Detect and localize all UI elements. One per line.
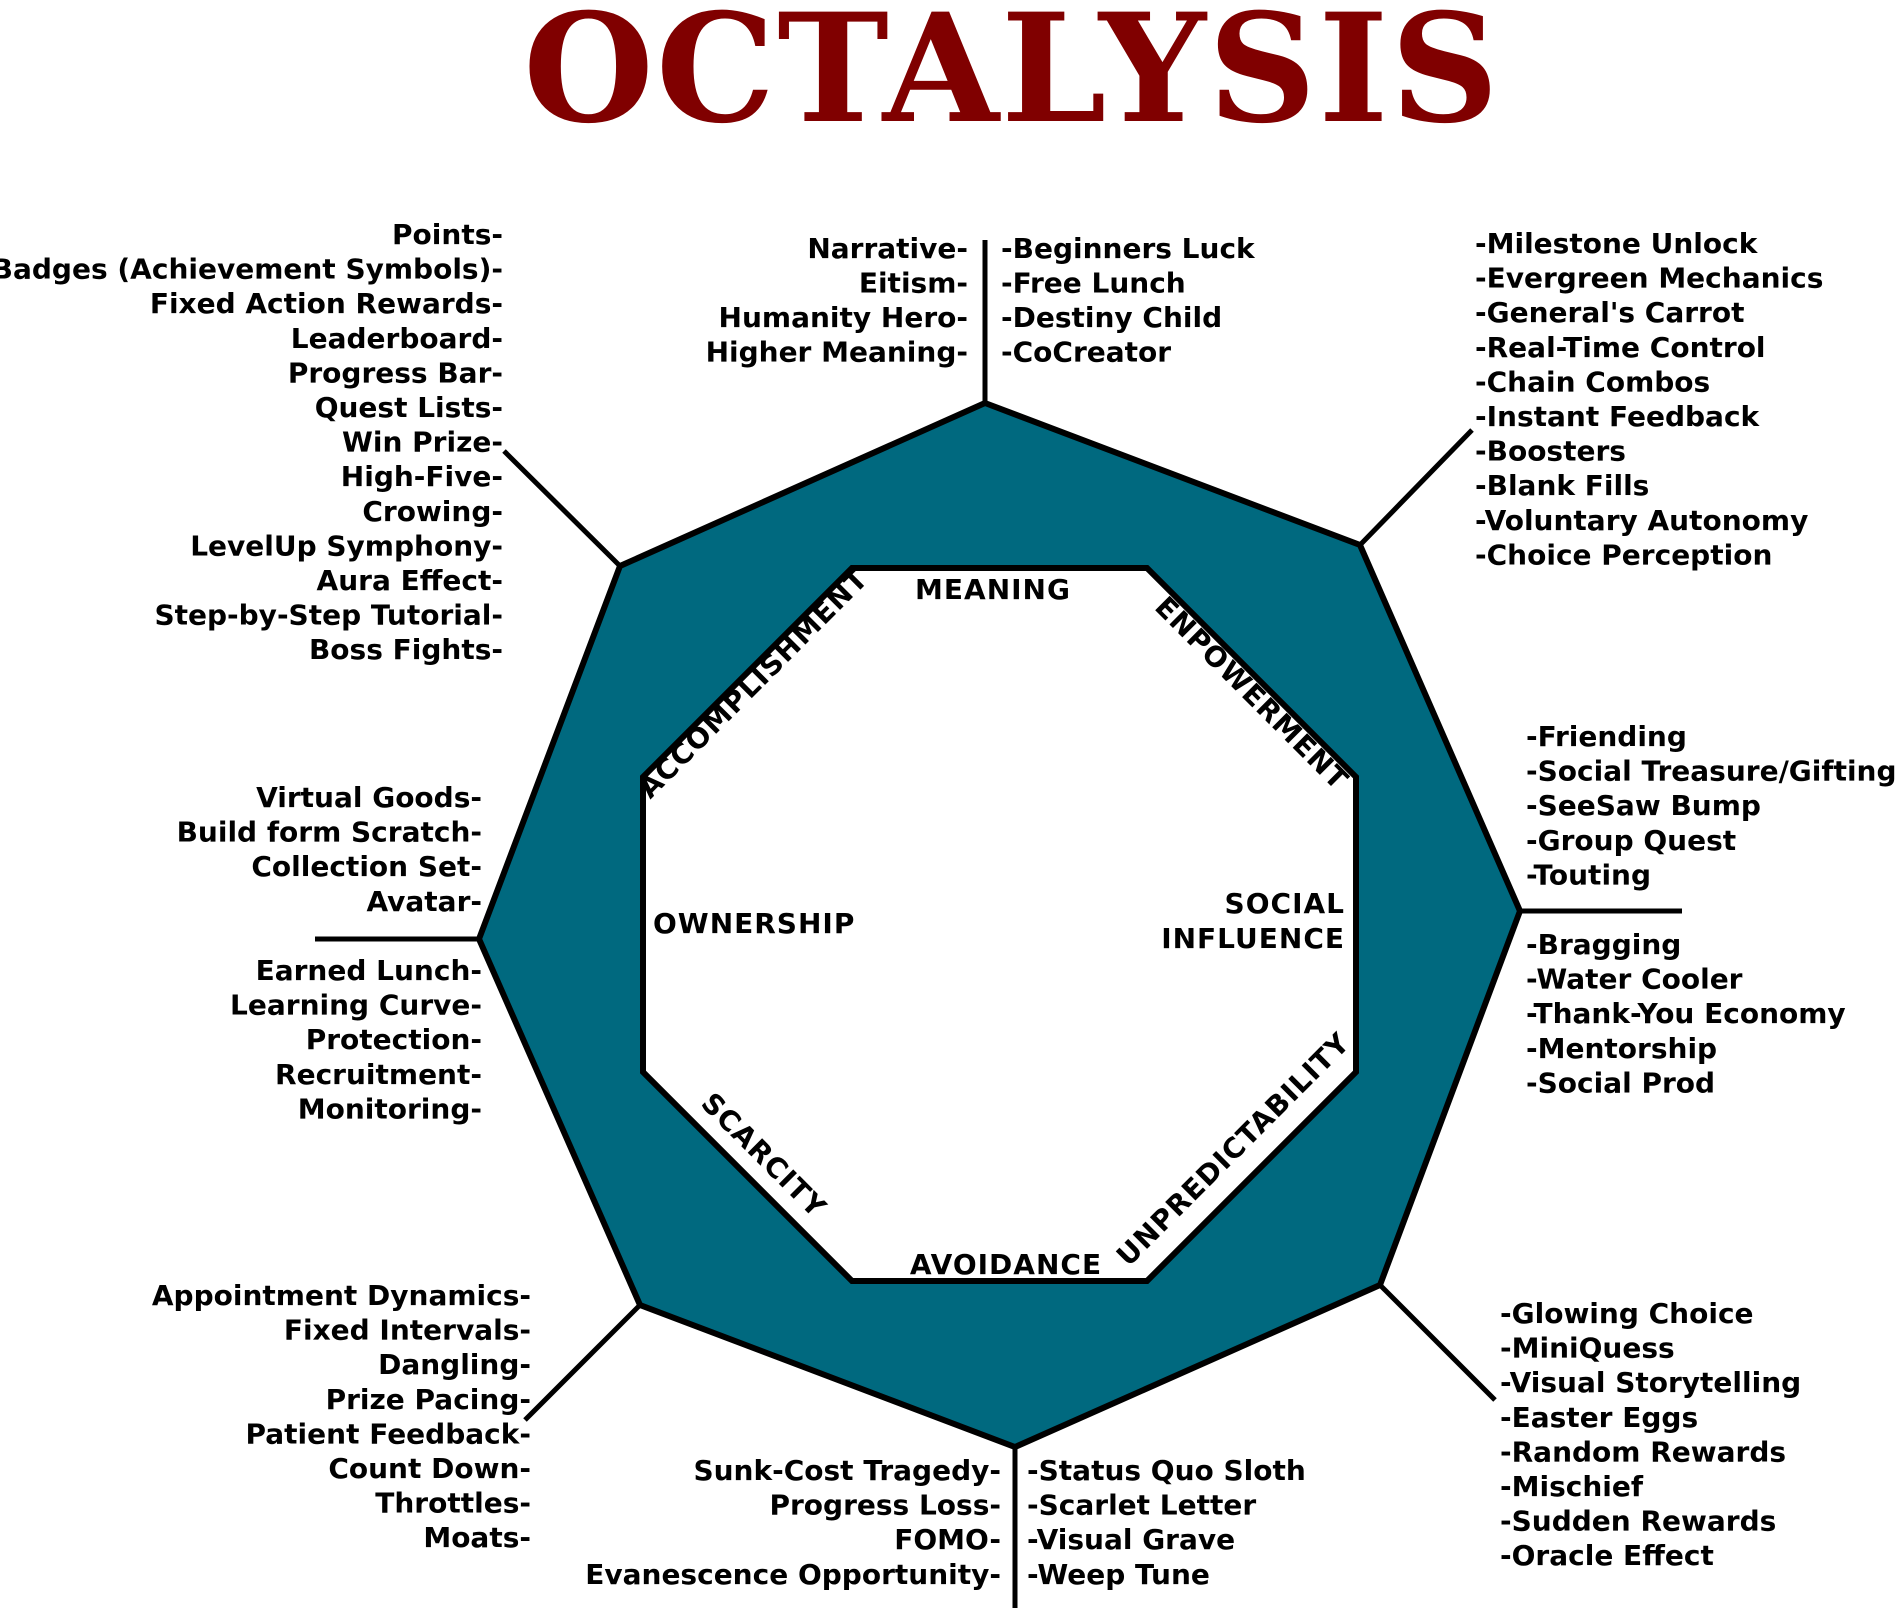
technique-scarcity: Count Down-	[328, 1452, 531, 1485]
technique-scarcity: Patient Feedback-	[246, 1417, 532, 1450]
technique-ownership-top: Collection Set-	[251, 850, 482, 883]
technique-unpredictability: -MiniQuess	[1500, 1332, 1675, 1365]
technique-ownership-top: Virtual Goods-	[256, 781, 482, 814]
technique-unpredictability: -Easter Eggs	[1500, 1401, 1698, 1434]
technique-avoidance-left: Evanescence Opportunity-	[585, 1558, 1001, 1591]
core-drive-social-line2: INFLUENCE	[1161, 922, 1345, 955]
technique-meaning-left: Higher Meaning-	[706, 336, 968, 369]
technique-empowerment: -Real-Time Control	[1475, 331, 1766, 364]
technique-unpredictability: -Random Rewards	[1500, 1435, 1786, 1468]
technique-unpredictability: -Visual Storytelling	[1500, 1366, 1801, 1399]
technique-unpredictability: -Mischief	[1500, 1470, 1644, 1503]
technique-empowerment: -Evergreen Mechanics	[1475, 262, 1823, 295]
technique-empowerment: -Blank Fills	[1475, 469, 1649, 502]
core-drive-social-line1: SOCIAL	[1225, 887, 1345, 920]
technique-accomplishment: Badges (Achievement Symbols)-	[0, 253, 503, 286]
technique-accomplishment: Fixed Action Rewards-	[150, 287, 503, 320]
technique-scarcity: Moats-	[423, 1521, 531, 1554]
technique-empowerment: -Choice Perception	[1475, 538, 1772, 571]
technique-avoidance-right: -Weep Tune	[1027, 1558, 1210, 1591]
technique-lists: Points-Badges (Achievement Symbols)-Fixe…	[0, 218, 1897, 1591]
technique-unpredictability: -Oracle Effect	[1500, 1539, 1714, 1572]
technique-accomplishment: LevelUp Symphony-	[190, 529, 503, 562]
technique-accomplishment: Leaderboard-	[291, 322, 503, 355]
technique-empowerment: -Instant Feedback	[1475, 400, 1761, 433]
core-drive-meaning: MEANING	[915, 573, 1071, 606]
technique-social-top: -Social Treasure/Gifting	[1526, 755, 1897, 788]
connector-accomplishment	[502, 449, 622, 568]
technique-ownership-bottom: Earned Lunch-	[256, 954, 482, 987]
technique-scarcity: Dangling-	[378, 1348, 531, 1381]
technique-scarcity: Prize Pacing-	[326, 1383, 531, 1416]
technique-scarcity: Appointment Dynamics-	[152, 1279, 531, 1312]
technique-accomplishment: Step-by-Step Tutorial-	[154, 599, 503, 632]
technique-social-bottom: -Thank-You Economy	[1526, 997, 1846, 1030]
technique-meaning-right: -Beginners Luck	[1001, 232, 1256, 265]
technique-meaning-left: Eitism-	[859, 267, 968, 300]
technique-ownership-top: Build form Scratch-	[177, 816, 482, 849]
technique-empowerment: -Milestone Unlock	[1475, 227, 1759, 260]
technique-meaning-left: Humanity Hero-	[719, 301, 968, 334]
technique-avoidance-right: -Visual Grave	[1027, 1523, 1235, 1556]
technique-accomplishment: Crowing-	[362, 495, 503, 528]
technique-empowerment: -Boosters	[1475, 435, 1626, 468]
technique-social-bottom: -Bragging	[1526, 928, 1681, 961]
technique-meaning-left: Narrative-	[807, 232, 968, 265]
technique-avoidance-right: -Scarlet Letter	[1027, 1489, 1256, 1522]
technique-accomplishment: Progress Bar-	[288, 356, 503, 389]
technique-scarcity: Throttles-	[375, 1487, 531, 1520]
technique-accomplishment: Boss Fights-	[309, 633, 503, 666]
core-drive-ownership: OWNERSHIP	[653, 907, 855, 940]
technique-avoidance-right: -Status Quo Sloth	[1027, 1454, 1306, 1487]
technique-ownership-bottom: Recruitment-	[275, 1058, 482, 1091]
technique-empowerment: -Voluntary Autonomy	[1475, 504, 1808, 537]
technique-empowerment: -General's Carrot	[1475, 296, 1745, 329]
technique-meaning-right: -Destiny Child	[1001, 301, 1222, 334]
connector-empowerment	[1358, 428, 1474, 547]
technique-scarcity: Fixed Intervals-	[284, 1314, 531, 1347]
technique-accomplishment: Points-	[392, 218, 503, 251]
technique-social-top: -Group Quest	[1526, 824, 1736, 857]
technique-social-bottom: -Mentorship	[1526, 1032, 1717, 1065]
technique-accomplishment: Win Prize-	[342, 426, 503, 459]
technique-unpredictability: -Sudden Rewards	[1500, 1505, 1776, 1538]
inner-octagon	[640, 565, 1359, 1284]
technique-social-top: -Touting	[1526, 858, 1651, 891]
connector-scarcity	[523, 1303, 642, 1422]
technique-accomplishment: Aura Effect-	[317, 564, 503, 597]
diagram-title: OCTALYSIS	[523, 0, 1501, 157]
technique-empowerment: -Chain Combos	[1475, 365, 1710, 398]
technique-ownership-bottom: Monitoring-	[298, 1092, 482, 1125]
technique-social-bottom: -Social Prod	[1526, 1066, 1715, 1099]
core-drive-avoidance: AVOIDANCE	[910, 1248, 1102, 1281]
technique-social-top: -Friending	[1526, 720, 1687, 753]
technique-accomplishment: Quest Lists-	[315, 391, 503, 424]
technique-meaning-right: -Free Lunch	[1001, 267, 1186, 300]
connector-lines	[315, 240, 1682, 1608]
technique-social-top: -SeeSaw Bump	[1526, 789, 1761, 822]
technique-avoidance-left: Progress Loss-	[769, 1489, 1001, 1522]
technique-ownership-bottom: Learning Curve-	[230, 989, 482, 1022]
technique-accomplishment: High-Five-	[341, 460, 503, 493]
technique-unpredictability: -Glowing Choice	[1500, 1297, 1754, 1330]
technique-social-bottom: -Water Cooler	[1526, 963, 1743, 996]
technique-ownership-bottom: Protection-	[306, 1023, 482, 1056]
connector-unpredictability	[1378, 1283, 1497, 1402]
technique-meaning-right: -CoCreator	[1001, 336, 1171, 369]
technique-avoidance-left: FOMO-	[894, 1523, 1001, 1556]
technique-avoidance-left: Sunk-Cost Tragedy-	[693, 1454, 1001, 1487]
technique-ownership-top: Avatar-	[366, 885, 482, 918]
